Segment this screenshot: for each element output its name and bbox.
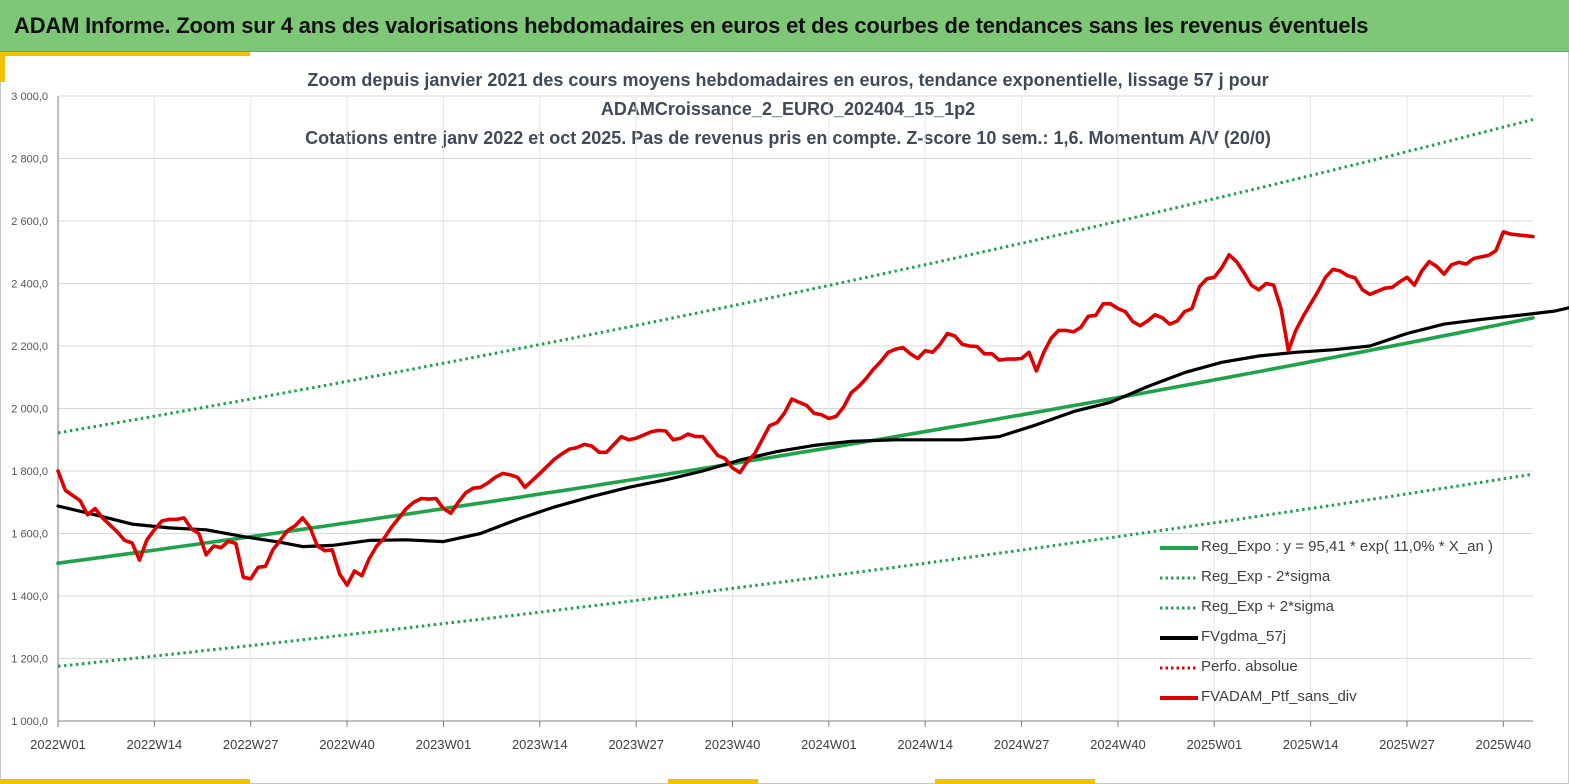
legend-swatch-reg-exp-minus	[1160, 576, 1198, 580]
y-tick-label: 1 200,0	[11, 654, 48, 666]
legend-item-fvadam: FVADAM_Ptf_sans_div	[1158, 684, 1538, 714]
legend-label-reg-expo: Reg_Expo : y = 95,41 * exp( 11,0% * X_an…	[1201, 538, 1493, 555]
x-tick-label: 2022W01	[30, 737, 86, 752]
x-tick-label: 2025W27	[1379, 737, 1435, 752]
y-tick-label: 2 200,0	[11, 341, 48, 353]
report-title: ADAM Informe. Zoom sur 4 ans des valoris…	[14, 13, 1369, 38]
x-tick-label: 2022W27	[223, 737, 279, 752]
y-tick-label: 3 000,0	[11, 91, 48, 103]
y-tick-label: 2 800,0	[11, 154, 48, 166]
y-tick-label: 2 600,0	[11, 216, 48, 228]
x-tick-label: 2023W14	[512, 737, 568, 752]
accent-bar-bottom-left	[0, 779, 250, 784]
chart-legend: Reg_Expo : y = 95,41 * exp( 11,0% * X_an…	[1158, 534, 1538, 714]
reg-exp-plus-2sigma-line	[57, 117, 1534, 435]
y-tick-label: 1 000,0	[11, 716, 48, 728]
legend-label-reg-exp-minus: Reg_Exp - 2*sigma	[1201, 568, 1331, 585]
reg-expo-line	[56, 316, 1535, 566]
legend-item-reg-exp-minus: Reg_Exp - 2*sigma	[1158, 564, 1538, 594]
chart-title-line-1: Zoom depuis janvier 2021 des cours moyen…	[307, 70, 1269, 90]
accent-bar-bottom-right	[935, 779, 1095, 784]
x-tick-label: 2025W01	[1186, 737, 1242, 752]
accent-bar-left	[0, 52, 5, 82]
legend-label-perfo-absolue: Perfo. absolue	[1201, 658, 1298, 675]
reg-exp-minus-2sigma-line	[57, 472, 1534, 668]
fvadam-ptf-line	[56, 230, 1535, 587]
legend-swatch-reg-exp-plus	[1160, 606, 1198, 610]
x-tick-label: 2024W14	[897, 737, 953, 752]
x-tick-label: 2025W14	[1283, 737, 1339, 752]
y-tick-label: 1 400,0	[11, 591, 48, 603]
x-tick-label: 2022W14	[127, 737, 183, 752]
x-tick-label: 2023W01	[416, 737, 472, 752]
x-tick-label: 2022W40	[319, 737, 375, 752]
x-tick-label: 2024W01	[801, 737, 857, 752]
legend-label-fvgdma: FVgdma_57j	[1201, 628, 1287, 645]
legend-item-fvgdma: FVgdma_57j	[1158, 624, 1538, 654]
legend-label-reg-exp-plus: Reg_Exp + 2*sigma	[1201, 598, 1334, 615]
accent-bar-bottom-middle	[668, 779, 758, 784]
y-tick-label: 1 600,0	[11, 529, 48, 541]
y-tick-label: 2 400,0	[11, 279, 48, 291]
legend-item-reg-exp-plus: Reg_Exp + 2*sigma	[1158, 594, 1538, 624]
fvgdma-57j-line	[56, 306, 1569, 549]
chart-title-line-3: Cotations entre janv 2022 et oct 2025. P…	[305, 128, 1271, 148]
x-tick-label: 2023W40	[705, 737, 761, 752]
y-tick-label: 2 000,0	[11, 404, 48, 416]
x-tick-label: 2024W27	[994, 737, 1050, 752]
legend-item-reg-expo: Reg_Expo : y = 95,41 * exp( 11,0% * X_an…	[1158, 534, 1538, 564]
y-tick-label: 1 800,0	[11, 466, 48, 478]
accent-bar-top	[0, 52, 250, 56]
legend-swatch-perfo-absolue	[1160, 666, 1198, 670]
legend-swatch-fvadam	[1160, 696, 1198, 700]
x-tick-label: 2023W27	[608, 737, 664, 752]
x-tick-label: 2025W40	[1476, 737, 1532, 752]
report-banner: ADAM Informe. Zoom sur 4 ans des valoris…	[0, 0, 1569, 52]
chart-title-line-2: ADAMCroissance_2_EURO_202404_15_1p2	[600, 99, 976, 119]
legend-swatch-reg-expo	[1160, 546, 1198, 550]
legend-swatch-fvgdma	[1160, 636, 1198, 640]
legend-item-perfo-absolue: Perfo. absolue	[1158, 654, 1538, 684]
legend-label-fvadam: FVADAM_Ptf_sans_div	[1201, 688, 1357, 705]
x-tick-label: 2024W40	[1090, 737, 1146, 752]
